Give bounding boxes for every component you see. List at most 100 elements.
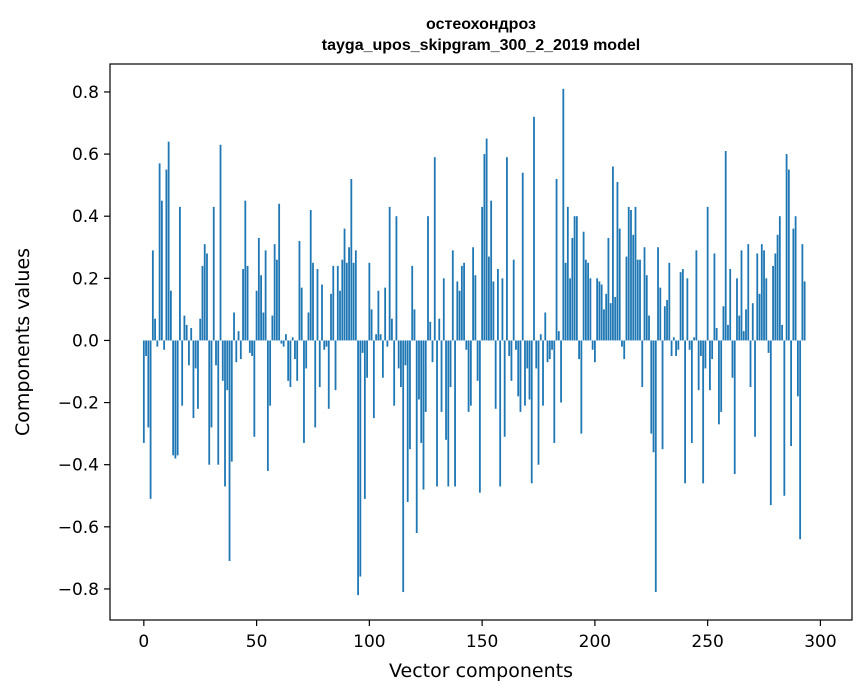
- bar-component-8: [160, 200, 163, 341]
- bar-component-73: [307, 312, 310, 341]
- y-tick-label: 0.6: [72, 145, 99, 165]
- bar-component-246: [697, 340, 700, 391]
- bar-component-107: [384, 287, 387, 341]
- bar-component-170: [526, 340, 529, 369]
- bar-component-57: [271, 315, 274, 341]
- bar-component-137: [451, 250, 454, 341]
- bar-component-103: [375, 334, 378, 341]
- bar-component-147: [474, 275, 477, 341]
- bar-component-175: [537, 340, 540, 465]
- bar-component-189: [569, 278, 571, 341]
- bar-component-268: [747, 244, 750, 341]
- bar-component-87: [339, 290, 341, 341]
- bar-component-165: [515, 340, 517, 350]
- bar-component-274: [760, 244, 763, 341]
- bar-component-159: [501, 278, 504, 341]
- bar-component-99: [366, 340, 368, 378]
- bar-component-231: [663, 306, 666, 341]
- bar-component-209: [614, 296, 617, 341]
- bar-component-133: [442, 278, 445, 341]
- bar-component-213: [623, 340, 626, 360]
- bar-component-221: [641, 340, 644, 388]
- y-tick-label: 0.8: [72, 83, 99, 103]
- bar-component-234: [670, 340, 673, 356]
- bar-component-280: [774, 253, 777, 341]
- bar-component-182: [553, 340, 556, 443]
- bar-component-90: [345, 262, 348, 341]
- bar-component-232: [666, 300, 668, 341]
- bar-component-136: [449, 340, 452, 388]
- bar-component-219: [636, 259, 639, 341]
- bar-component-11: [167, 141, 170, 341]
- bar-component-253: [713, 253, 716, 341]
- bar-component-15: [176, 340, 179, 456]
- bar-component-196: [584, 259, 587, 341]
- bar-component-127: [429, 321, 432, 341]
- bar-component-108: [386, 340, 389, 347]
- bar-component-217: [632, 234, 635, 341]
- bar-component-148: [476, 340, 479, 381]
- y-tick-label: −0.4: [58, 456, 99, 476]
- bar-component-41: [235, 340, 238, 363]
- bar-component-130: [436, 340, 438, 487]
- bar-component-27: [203, 244, 206, 341]
- bar-component-55: [266, 340, 269, 471]
- bar-component-254: [715, 328, 718, 341]
- bar-component-97: [361, 340, 364, 353]
- bar-component-81: [325, 340, 328, 347]
- bar-component-35: [221, 340, 224, 381]
- bar-component-74: [309, 209, 312, 341]
- bar-component-89: [343, 228, 346, 341]
- bar-component-192: [575, 216, 578, 341]
- bar-component-251: [709, 340, 711, 391]
- bar-component-117: [406, 340, 409, 502]
- chart-title: остеохондроз: [426, 16, 536, 33]
- bar-component-247: [699, 340, 702, 356]
- bar-component-204: [603, 309, 605, 341]
- x-tick-label: 250: [691, 632, 723, 652]
- bar-component-100: [368, 262, 371, 341]
- bar-component-20: [188, 340, 190, 366]
- bar-component-72: [305, 340, 308, 369]
- bar-component-115: [402, 340, 405, 593]
- bar-component-173: [533, 116, 535, 341]
- bar-component-225: [650, 340, 653, 434]
- bar-component-54: [264, 250, 267, 341]
- bar-component-216: [630, 209, 632, 341]
- bar-component-210: [616, 182, 619, 341]
- bar-component-91: [348, 247, 350, 341]
- bar-component-26: [201, 265, 204, 341]
- bar-component-276: [765, 278, 768, 341]
- bar-component-31: [212, 206, 215, 341]
- bar-component-259: [727, 324, 729, 341]
- bar-component-122: [418, 340, 420, 400]
- bar-component-281: [776, 234, 779, 341]
- bar-component-56: [269, 340, 272, 406]
- bar-component-62: [282, 340, 285, 347]
- bar-component-69: [298, 241, 301, 341]
- bar-component-17: [181, 340, 184, 406]
- bar-component-144: [467, 340, 470, 412]
- y-tick-label: −0.6: [58, 518, 99, 538]
- bar-component-98: [363, 340, 366, 499]
- bar-component-278: [769, 340, 772, 506]
- bar-component-252: [711, 340, 714, 360]
- bar-component-63: [285, 334, 287, 341]
- bar-component-283: [781, 324, 783, 341]
- y-tick-label: 0.0: [72, 331, 99, 351]
- bar-component-153: [487, 256, 490, 341]
- bar-component-166: [517, 340, 520, 397]
- bar-component-92: [350, 178, 353, 341]
- bar-component-181: [551, 340, 553, 350]
- bar-component-261: [731, 340, 734, 378]
- bar-component-188: [566, 206, 569, 341]
- bar-component-22: [192, 340, 195, 419]
- bar-component-104: [377, 290, 380, 341]
- bar-component-101: [370, 309, 373, 341]
- bar-component-179: [546, 340, 549, 363]
- bar-component-116: [404, 340, 407, 366]
- bar-component-236: [675, 340, 677, 356]
- bar-component-142: [463, 262, 465, 341]
- bar-component-248: [702, 340, 705, 484]
- bar-component-141: [460, 265, 463, 341]
